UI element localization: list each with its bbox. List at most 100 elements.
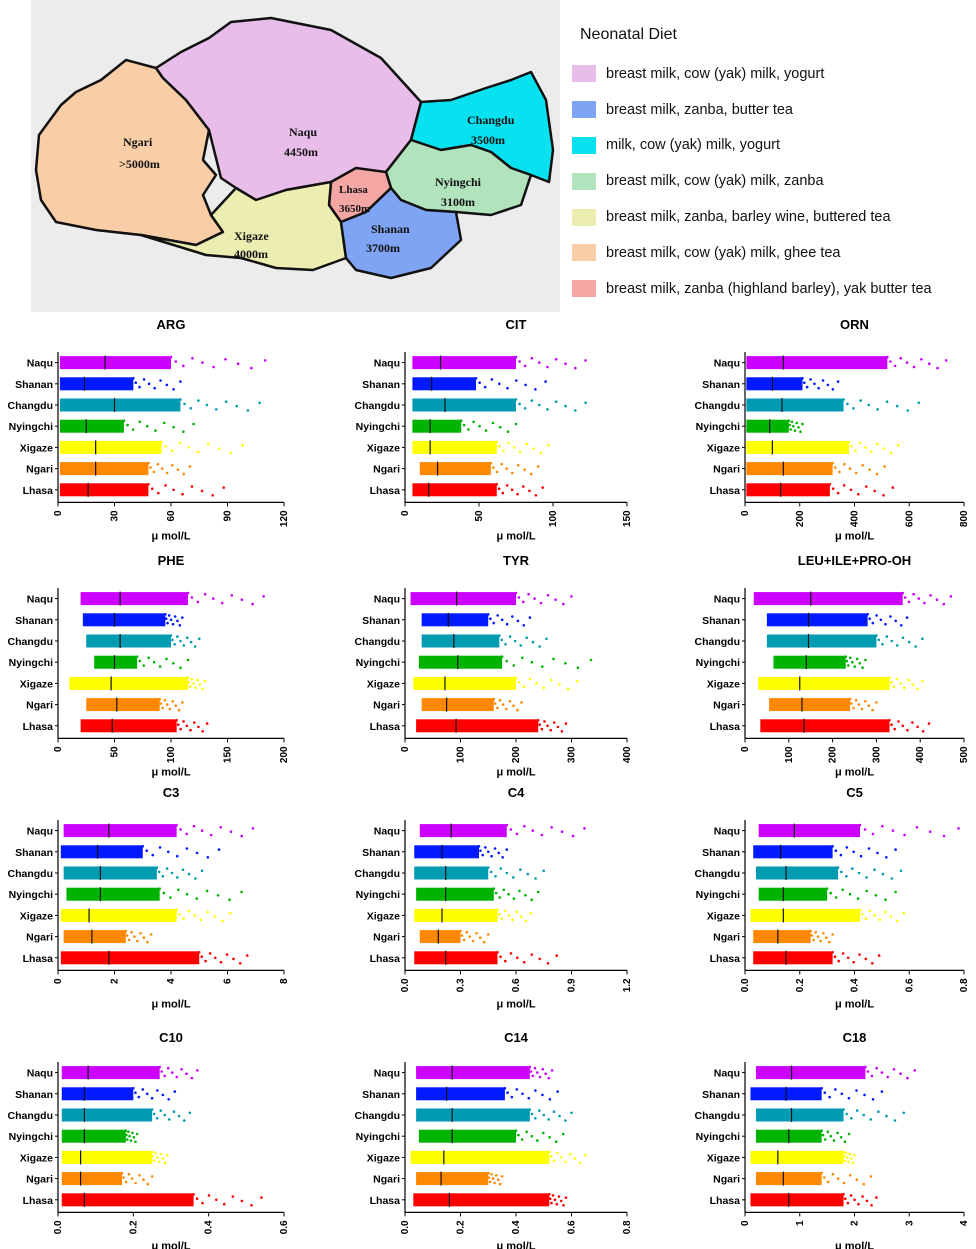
category-label: Ngari [713, 464, 740, 476]
region-label-shanan: Shanan [371, 222, 410, 236]
legend-item: milk, cow (yak) milk, yogurt [572, 128, 976, 164]
data-point [499, 955, 502, 958]
data-point [842, 1108, 845, 1111]
x-axis-label: μ mol/L [151, 998, 190, 1010]
x-tick-label: 400 [850, 510, 861, 527]
data-point [897, 720, 900, 723]
x-axis-label: μ mol/L [496, 1240, 535, 1249]
data-point [489, 870, 493, 874]
data-point [875, 634, 878, 637]
data-point [541, 486, 544, 489]
data-point-cluster [61, 1066, 160, 1080]
data-point [552, 1159, 556, 1162]
data-point [858, 823, 862, 827]
data-point [890, 639, 894, 643]
data-point [171, 464, 174, 467]
data-point [789, 428, 792, 431]
x-tick-label: 200 [795, 510, 806, 527]
data-point [541, 1093, 544, 1097]
legend-item-label: breast milk, zanba (highland barley), ya… [606, 280, 932, 297]
data-point [179, 727, 182, 731]
data-point [179, 828, 182, 831]
category-label: Xigaze [367, 910, 400, 922]
data-point [520, 1138, 524, 1141]
data-point [537, 361, 541, 364]
data-point [192, 824, 196, 828]
data-point [825, 887, 829, 890]
data-point [130, 930, 133, 934]
data-point-cluster [414, 908, 498, 922]
x-tick-label: 0 [740, 1220, 751, 1226]
data-point [792, 424, 795, 428]
data-point [520, 656, 524, 660]
category-label: Shanan [362, 615, 400, 627]
data-point [514, 398, 518, 401]
data-point [197, 951, 201, 954]
data-point [534, 388, 537, 391]
x-tick-label: 8 [279, 978, 290, 984]
category-label: Lhasa [370, 1195, 401, 1207]
data-point [870, 1204, 873, 1207]
data-point [220, 601, 224, 605]
data-point [157, 870, 161, 874]
data-point [250, 1204, 253, 1207]
category-label: Shanan [702, 1089, 740, 1101]
data-point [491, 421, 495, 425]
category-label: Nyingchi [696, 889, 740, 901]
data-point [880, 1071, 884, 1074]
data-point [873, 914, 876, 917]
data-point [503, 1087, 507, 1090]
data-point [139, 932, 142, 935]
data-point [492, 621, 496, 625]
legend-swatch [572, 65, 596, 83]
data-point-cluster [59, 356, 172, 370]
category-label: Changdu [355, 868, 401, 880]
data-point [538, 1109, 541, 1112]
x-tick-label: 100 [456, 746, 467, 763]
data-point [544, 380, 547, 383]
category-label: Shanan [702, 615, 740, 627]
data-point [251, 827, 255, 830]
data-point [165, 471, 169, 475]
data-point [862, 1182, 865, 1186]
data-point [875, 472, 879, 476]
data-point [192, 1193, 195, 1196]
data-point [881, 872, 885, 876]
x-tick-label: 600 [904, 510, 915, 527]
data-point [172, 388, 175, 391]
data-point [521, 600, 525, 604]
region-altitude-changdu: 3500m [471, 133, 505, 147]
data-point [883, 465, 886, 468]
data-point [852, 850, 855, 854]
data-point [155, 866, 159, 869]
data-point [831, 461, 834, 465]
data-point [877, 638, 881, 642]
data-point [492, 887, 496, 890]
data-point [240, 890, 243, 894]
data-point [150, 1150, 154, 1154]
data-point [147, 382, 151, 386]
data-point [865, 876, 868, 879]
data-point [169, 618, 173, 622]
data-point [944, 359, 948, 362]
data-point [889, 615, 892, 618]
category-label: Lhasa [23, 485, 54, 497]
data-point [894, 848, 897, 851]
data-point [854, 449, 857, 453]
category-label: Lhasa [710, 953, 741, 965]
data-point [880, 1090, 884, 1093]
data-point [561, 1132, 565, 1136]
data-point [502, 449, 505, 453]
x-tick-label: 0.2 [128, 1220, 139, 1234]
category-label: Changdu [695, 868, 741, 880]
data-point [188, 1111, 192, 1115]
data-point [173, 615, 177, 618]
data-point [867, 403, 871, 407]
data-point [531, 829, 535, 832]
data-point [176, 635, 179, 638]
data-point [928, 830, 932, 833]
data-point [571, 834, 575, 838]
data-point [901, 636, 905, 639]
data-point [122, 1176, 125, 1179]
data-point [847, 440, 851, 444]
